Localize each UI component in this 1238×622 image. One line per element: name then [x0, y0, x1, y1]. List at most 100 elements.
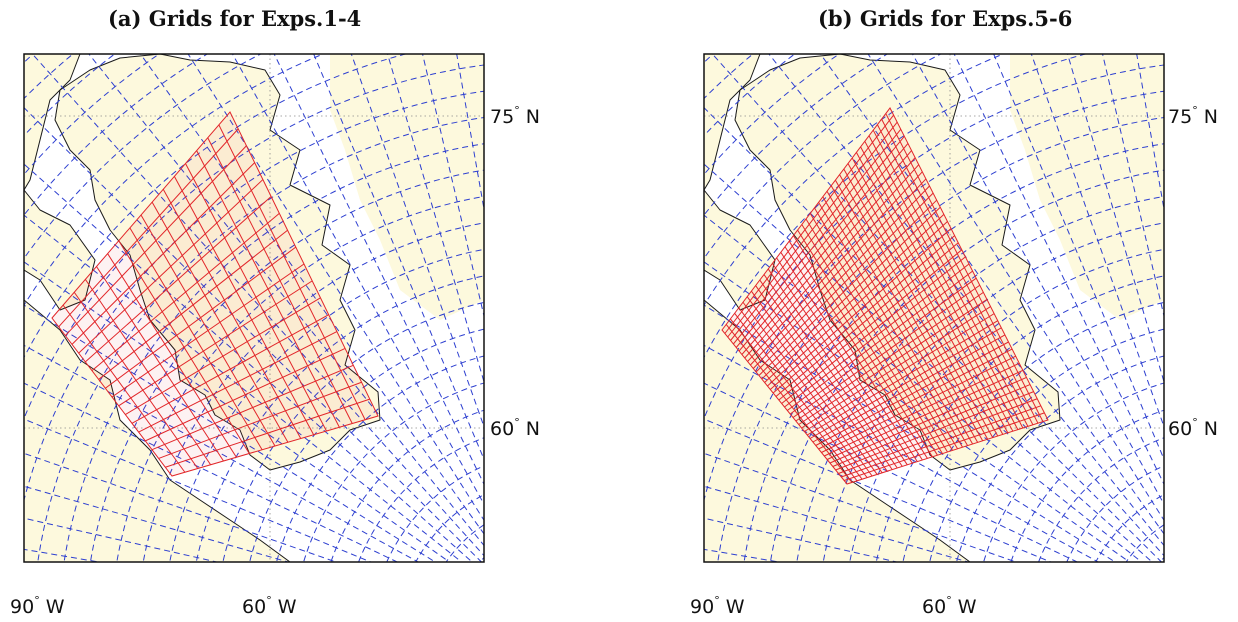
nested-grid-line	[145, 347, 346, 442]
nested-grid-line	[809, 327, 1002, 439]
nested-grid-line	[747, 171, 923, 362]
panel-b-map	[703, 0, 1238, 622]
outer-grid-spoke	[819, 54, 1164, 535]
outer-grid-arc	[929, 328, 1164, 562]
outer-grid-arc	[849, 248, 1164, 562]
panel-b-lon-90-label: 90° W	[690, 594, 745, 618]
outer-grid-arc	[116, 196, 484, 562]
hemisphere: N	[1203, 106, 1218, 128]
canada-north-land	[704, 54, 761, 191]
nested-grid-line	[769, 228, 952, 390]
outer-grid-arc	[500, 580, 560, 622]
outer-grid-spoke	[867, 54, 1164, 522]
outer-grid-spoke	[704, 418, 1053, 562]
map-frame	[23, 53, 485, 563]
outer-grid-spoke	[313, 54, 484, 461]
outer-grid-spoke	[993, 54, 1164, 461]
nested-grid-line	[744, 164, 920, 359]
panel-a-lat-75-label: 75° N	[490, 104, 540, 128]
outer-grid-arc	[24, 54, 408, 359]
lon-value: 60	[242, 596, 267, 618]
nested-grid-line	[832, 384, 1031, 467]
nested-grid-line	[111, 263, 305, 398]
nested-grid-line	[730, 128, 902, 341]
lat-value: 75	[490, 106, 515, 128]
outer-grid-arc	[249, 328, 484, 562]
outer-grid-spoke	[139, 54, 484, 535]
degree-sign: °	[714, 594, 720, 607]
outer-grid-arc	[704, 64, 1164, 420]
nested-grid-line	[98, 229, 288, 380]
outer-grid-spoke	[24, 214, 463, 562]
degree-sign: °	[1192, 104, 1198, 117]
outer-grid-spoke	[1177, 0, 1237, 600]
panel-a-lat-60-label: 60° N	[490, 416, 540, 440]
outer-grid-spoke	[911, 54, 1164, 506]
nested-grid-line	[165, 398, 370, 468]
outer-grid-arc	[276, 355, 484, 562]
hemisphere: N	[525, 106, 540, 128]
nested-grid-line	[804, 313, 995, 432]
outer-grid-arc	[37, 117, 484, 562]
nested-grid-line	[798, 299, 988, 425]
nested-grid-line	[752, 185, 930, 369]
outer-grid-spoke	[704, 261, 1131, 562]
outer-grid-arc	[983, 382, 1164, 562]
nested-grid-line	[118, 280, 313, 407]
nested-grid-line	[741, 157, 916, 355]
nested-grid	[51, 111, 379, 477]
nested-grid-line	[778, 249, 963, 401]
lat-value: 60	[490, 418, 515, 440]
nested-grid-line	[105, 246, 297, 389]
outer-grid-arc	[875, 275, 1164, 562]
panel-b-lat-75-label: 75° N	[1168, 104, 1218, 128]
nested-grid-line	[761, 206, 941, 380]
nested-grid-line	[78, 179, 264, 354]
outer-grid-arc	[1154, 554, 1238, 622]
hemisphere: W	[957, 596, 977, 618]
greenland-land	[54, 54, 381, 471]
degree-sign: °	[946, 594, 952, 607]
outer-grid-spoke	[24, 304, 437, 562]
lon-value: 90	[690, 596, 715, 618]
canada-north-land	[24, 54, 81, 191]
baffin-land	[704, 189, 776, 311]
nested-grid-line	[772, 235, 955, 394]
nested-grid-line	[158, 381, 362, 459]
hemisphere: N	[1203, 418, 1218, 440]
nested-grid-line	[821, 355, 1016, 453]
panel-a-lon-60-label: 60° W	[242, 594, 297, 618]
nested-grid-line	[801, 306, 991, 429]
nested-grid-line	[835, 391, 1034, 471]
nested-grid-line	[738, 150, 912, 352]
degree-sign: °	[1192, 416, 1198, 429]
outer-grid-spoke	[704, 214, 1143, 562]
nested-grid-line	[841, 405, 1041, 478]
outer-grid-arc	[902, 301, 1164, 562]
nested-grid-line	[735, 143, 909, 348]
outer-grid-arc	[90, 169, 484, 562]
lat-value: 75	[1168, 106, 1193, 128]
panel-a-lon-90-label: 90° W	[10, 594, 65, 618]
outer-grid-spoke	[387, 54, 484, 384]
nested-grid-line	[755, 192, 934, 373]
outer-grid-spoke	[497, 0, 557, 600]
outer-grid-spoke	[187, 54, 484, 522]
outer-grid-spoke	[24, 548, 102, 562]
outer-grid-spoke	[704, 548, 782, 562]
lat-value: 60	[1168, 418, 1193, 440]
degree-sign: °	[514, 416, 520, 429]
nested-grid-line	[792, 284, 981, 418]
nested-grid-line	[71, 162, 256, 345]
outer-grid-spoke	[1233, 0, 1238, 600]
outer-grid-arc	[770, 169, 1164, 562]
nested-grid-line	[775, 242, 959, 397]
nested-grid-line	[91, 212, 280, 372]
outer-grid-spoke	[704, 485, 970, 562]
nested-grid	[721, 107, 1049, 485]
nested-grid-line	[732, 136, 905, 345]
nested-grid-line	[843, 412, 1045, 481]
nested-grid-line	[151, 364, 354, 451]
panel-a-title: (a) Grids for Exps.1-4	[108, 6, 362, 31]
